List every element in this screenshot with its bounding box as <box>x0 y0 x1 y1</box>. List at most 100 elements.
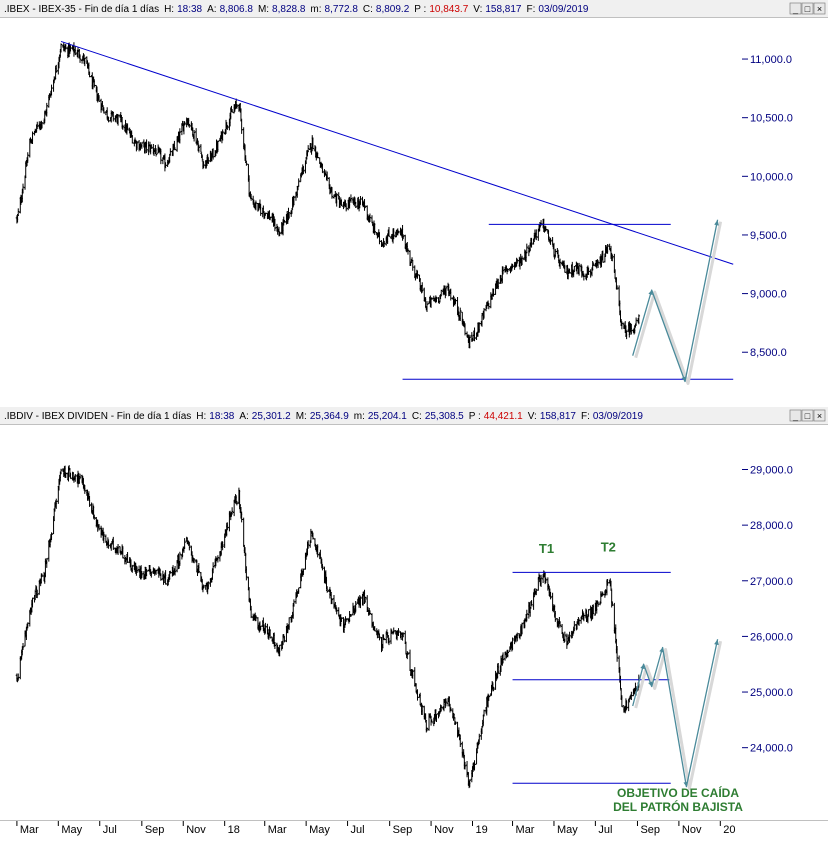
ohlc-bar <box>554 611 557 622</box>
trendline[interactable] <box>60 40 734 265</box>
ohlc-bar <box>410 257 414 261</box>
ohlc-bar <box>78 54 82 63</box>
minimize-button-glyph: _ <box>792 4 799 14</box>
x-tick-label: Sep <box>145 824 165 836</box>
field-value: 03/09/2019 <box>538 4 588 15</box>
y-tick-label: 10,000.0 <box>750 171 793 183</box>
x-tick-label: Jul <box>351 824 365 836</box>
projection-turn-arrow <box>648 290 653 296</box>
field-label: M: <box>296 411 307 422</box>
ohlc-bar <box>221 129 224 141</box>
ohlc-bar <box>150 571 153 578</box>
ohlc-bar <box>121 125 125 130</box>
ohlc-bar <box>571 631 574 639</box>
ohlc-bar <box>311 137 315 150</box>
symbol-label: .IBDIV - IBEX DIVIDEN - Fin de día 1 día… <box>4 411 191 422</box>
y-tick-label: 24,000.0 <box>750 743 793 755</box>
ohlc-bar <box>31 597 34 608</box>
projection-path[interactable] <box>632 219 719 383</box>
ohlc-bar <box>620 321 624 330</box>
ohlc-bar <box>17 208 20 216</box>
ohlc-bar <box>83 57 86 67</box>
ohlc-bar <box>404 641 408 655</box>
ohlc-bar <box>199 144 203 153</box>
ohlc-bar <box>278 231 281 237</box>
ohlc-bar <box>444 698 448 705</box>
close-button[interactable] <box>813 2 826 15</box>
maximize-button[interactable] <box>801 409 814 422</box>
field-label: A: <box>207 4 216 15</box>
y-tick-label: 10,500.0 <box>750 113 793 125</box>
ohlc-bar <box>112 536 115 550</box>
ohlc-bar <box>558 621 562 628</box>
field-label: C: <box>412 411 422 422</box>
ohlc-bar <box>392 627 395 634</box>
ohlc-bar <box>530 600 533 606</box>
ohlc-bar <box>45 558 48 568</box>
minimize-button-glyph: _ <box>792 411 799 421</box>
ohlc-bar <box>147 141 150 156</box>
ohlc-bar <box>473 327 476 342</box>
ohlc-bar <box>349 614 353 617</box>
maximize-button[interactable] <box>801 2 814 15</box>
ohlc-bar <box>55 64 58 73</box>
close-button-glyph: × <box>817 411 822 421</box>
minimize-button[interactable] <box>789 409 802 422</box>
ohlc-bar <box>313 538 317 547</box>
ohlc-bar <box>197 144 201 153</box>
ohlc-bar <box>353 196 356 207</box>
ohlc-bar <box>463 761 467 770</box>
projection-turn-arrow <box>683 781 688 787</box>
ohlc-bar <box>25 160 28 167</box>
ohlc-bar <box>444 698 447 709</box>
y-tick-label: 28,000.0 <box>750 520 793 532</box>
ohlc-bar <box>345 618 348 622</box>
ohlc-bar <box>178 551 182 566</box>
ohlc-bar <box>609 580 613 591</box>
ohlc-bar <box>316 544 319 558</box>
projection-path[interactable] <box>632 639 719 788</box>
ohlc-bar <box>268 628 272 639</box>
field-value: 158,817 <box>485 4 522 15</box>
x-tick-label: May <box>557 824 578 836</box>
ohlc-bar <box>36 121 39 130</box>
x-tick-label: Mar <box>268 824 287 836</box>
field-value: 158,817 <box>540 411 577 422</box>
ohlc-bar <box>240 119 243 134</box>
ohlc-bar <box>173 140 176 150</box>
ohlc-bar <box>606 243 609 254</box>
close-button[interactable] <box>813 409 826 422</box>
ohlc-bar <box>567 269 570 280</box>
minimize-button[interactable] <box>789 2 802 15</box>
ohlc-bar <box>383 240 386 248</box>
ohlc-bar <box>568 631 571 643</box>
ohlc-bar <box>83 484 86 494</box>
ohlc-bar <box>468 334 471 349</box>
ohlc-bar <box>50 532 53 540</box>
ohlc-bar <box>520 622 524 635</box>
ohlc-bar <box>370 215 374 223</box>
ohlc-bar <box>568 268 571 274</box>
target-caption-line: DEL PATRÓN BAJISTA <box>613 799 743 814</box>
ohlc-bar <box>135 567 139 573</box>
ohlc-bar <box>183 538 186 550</box>
ohlc-bar <box>36 589 39 599</box>
ohlc-bar <box>31 131 34 145</box>
pattern-label-t1: T1 <box>539 541 554 556</box>
close-button-glyph: × <box>817 4 822 14</box>
field-value: 8,806.8 <box>220 4 254 15</box>
ohlc-bar <box>430 297 433 300</box>
projection-arrowhead <box>714 219 719 226</box>
ohlc-bar <box>516 632 519 642</box>
ohlc-bar <box>340 617 343 623</box>
field-value: 25,308.5 <box>425 411 464 422</box>
ohlc-bar <box>224 119 228 134</box>
maximize-button-glyph: □ <box>805 4 811 14</box>
ohlc-bar <box>637 314 641 325</box>
field-label: P : <box>469 411 481 422</box>
ohlc-bar <box>501 652 505 664</box>
ohlc-bar <box>387 227 391 237</box>
ohlc-bar <box>273 218 277 232</box>
x-tick-label: 18 <box>228 824 240 836</box>
